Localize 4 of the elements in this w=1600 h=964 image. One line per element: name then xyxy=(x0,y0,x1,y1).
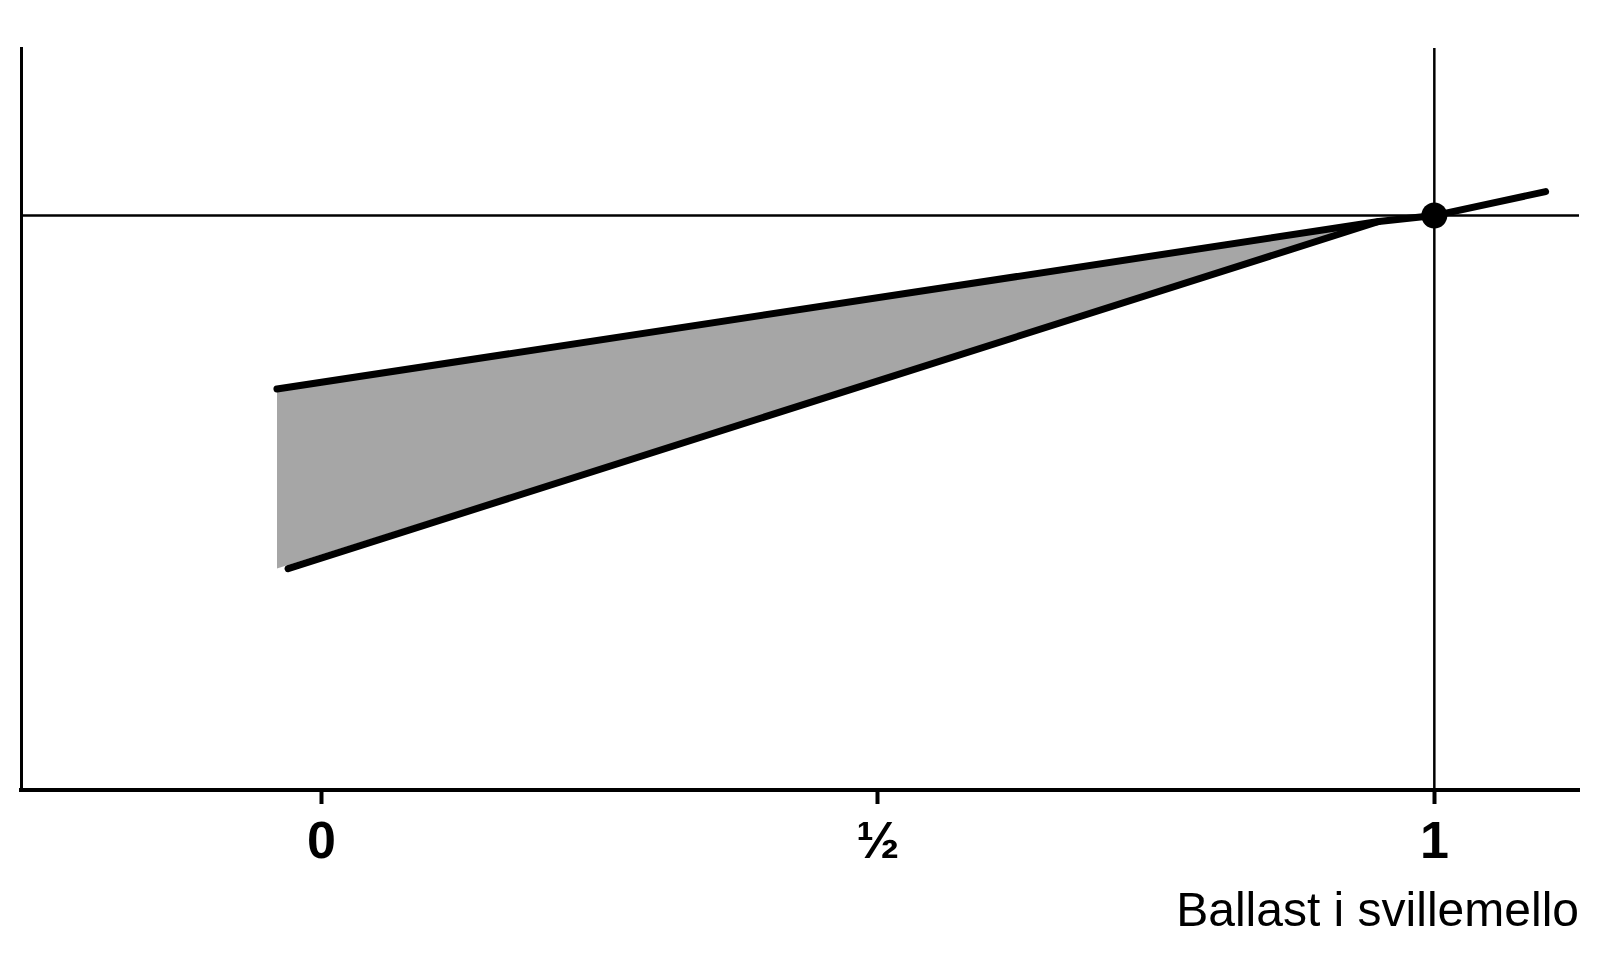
x-tick-label: 0 xyxy=(307,810,336,869)
x-tick-label: 1 xyxy=(1419,810,1449,869)
x-axis-title: Ballast i svillemello xyxy=(1176,883,1579,937)
x-tick-label: ½ xyxy=(856,810,900,869)
